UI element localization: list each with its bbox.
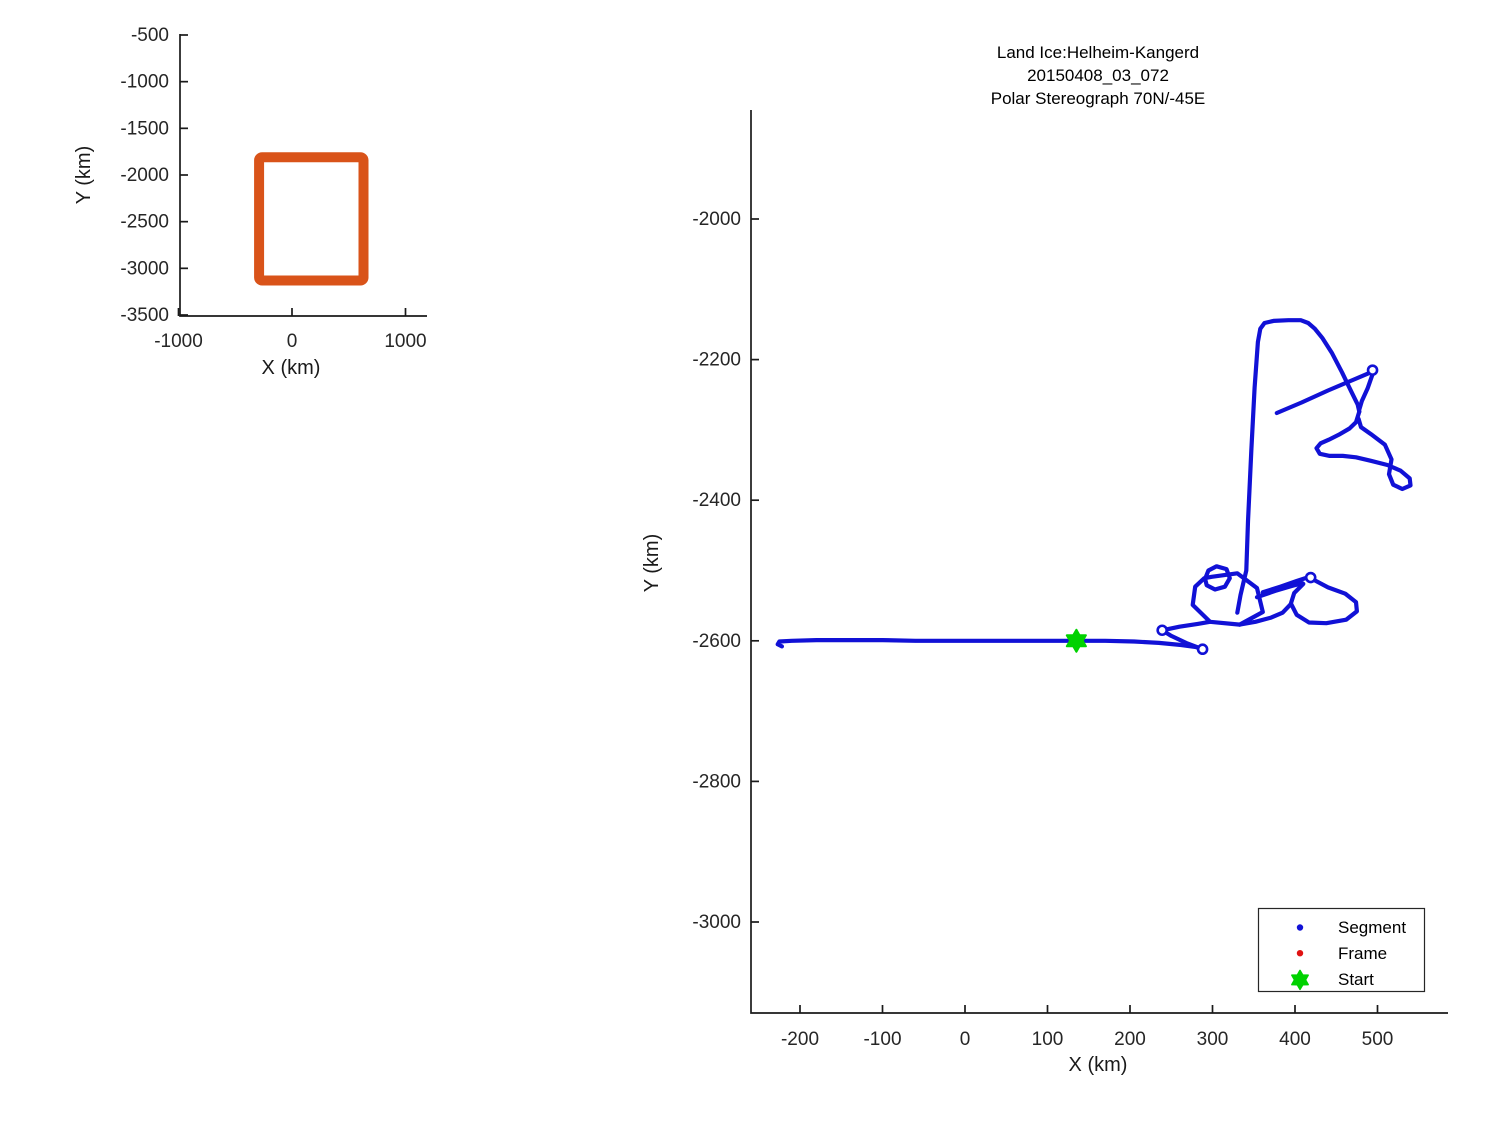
track-segment-wedge-diagonal-b — [1254, 581, 1305, 600]
main-y-tick-label: -2000 — [692, 209, 741, 230]
track-segment-cross-diagonal — [1274, 370, 1374, 416]
main-y-tick-label: -3000 — [692, 912, 741, 933]
legend-label-segment: Segment — [1338, 918, 1406, 937]
flight-track — [775, 318, 1413, 656]
overview-x-tick-label: 1000 — [384, 331, 426, 352]
legend-marker-segment-icon — [1296, 924, 1304, 931]
main-y-axis-label: Y (km) — [641, 534, 663, 593]
track-endpoint-circle — [1366, 364, 1379, 376]
track-segment-cluster-pentagon-loop — [1190, 571, 1265, 627]
overview-plot: -1000 0 1000 -500 -1000 -1500 -2000 -2500 -3000 -… — [120, 25, 427, 352]
main-x-tick-label: -100 — [863, 1029, 901, 1050]
overview-y-axis-label: Y (km) — [73, 146, 95, 205]
main-x-tick-label: -200 — [781, 1029, 819, 1050]
overview-x-axis-label: X (km) — [262, 357, 321, 379]
chart-render-root: -1000 0 1000-500-1000-1500-2000-2500-3000-… — [120, 25, 1448, 1050]
plot-title-line-3: Polar Stereograph 70N/-45E — [991, 89, 1206, 108]
track-segment-fish-loop — [1314, 409, 1413, 492]
coverage-box — [254, 152, 369, 286]
main-x-axis-label: X (km) — [1069, 1054, 1128, 1076]
track-segment-right-loop — [1288, 576, 1360, 626]
plot-title-line-1: Land Ice:Helheim-Kangerd — [997, 43, 1199, 62]
main-y-tick-label: -2200 — [692, 350, 741, 371]
legend-markers — [1291, 924, 1309, 991]
main-x-tick-label: 200 — [1114, 1029, 1146, 1050]
main-x-tick-label: 0 — [960, 1029, 971, 1050]
track-endpoint-circle — [1304, 571, 1317, 584]
main-plot: -200 -100 0 100 200 300 400 500 -2000 -2200 -2400 -… — [692, 110, 1448, 1050]
main-x-tick-label: 100 — [1032, 1029, 1064, 1050]
legend-marker-start-icon — [1291, 969, 1309, 991]
overview-y-tick-label: -2500 — [120, 212, 169, 233]
plot-title-line-2: 20150408_03_072 — [1027, 66, 1169, 85]
main-y-tick-label: -2600 — [692, 631, 741, 652]
overview-axis-spines — [179, 34, 427, 317]
track-segment-climb-plateau-descent — [1235, 318, 1362, 615]
track-segment-to-cluster-leg — [1160, 619, 1213, 633]
legend-label-start: Start — [1338, 970, 1374, 989]
legend-marker-frame-icon — [1296, 950, 1304, 957]
legend: Segment Frame Start — [1257, 907, 1426, 993]
overview-y-tick-label: -1000 — [120, 72, 169, 93]
overview-x-tick-label: 0 — [287, 331, 298, 352]
overview-x-tick-label: -1000 — [154, 331, 203, 352]
track-segment-long-transit-line — [775, 637, 1205, 652]
legend-label-frame: Frame — [1338, 944, 1387, 963]
main-x-tick-label: 500 — [1362, 1029, 1394, 1050]
track-endpoint-circle — [1156, 624, 1168, 637]
overview-y-tick-label: -2000 — [120, 165, 169, 186]
start-marker-icon — [1065, 628, 1087, 653]
main-x-tick-label: 300 — [1197, 1029, 1229, 1050]
legend-box — [1257, 907, 1426, 993]
track-segment-cluster-mini-loop — [1202, 564, 1232, 592]
overview-y-tick-label: -3500 — [120, 305, 169, 326]
main-y-tick-label: -2400 — [692, 490, 741, 511]
main-y-tick-label: -2800 — [692, 771, 741, 792]
main-x-tick-label: 400 — [1279, 1029, 1311, 1050]
track-segment-cluster-bottom-connector — [1237, 602, 1293, 627]
main-axis-spines — [750, 110, 1448, 1014]
overview-y-tick-label: -3000 — [120, 258, 169, 279]
overview-y-tick-label: -1500 — [120, 118, 169, 139]
track-segment-circle-to-junction — [1357, 372, 1375, 412]
overview-y-tick-label: -500 — [131, 25, 169, 46]
track-endpoint-circle — [1196, 643, 1209, 656]
track-segment-wedge-diagonal-a — [1260, 575, 1310, 595]
